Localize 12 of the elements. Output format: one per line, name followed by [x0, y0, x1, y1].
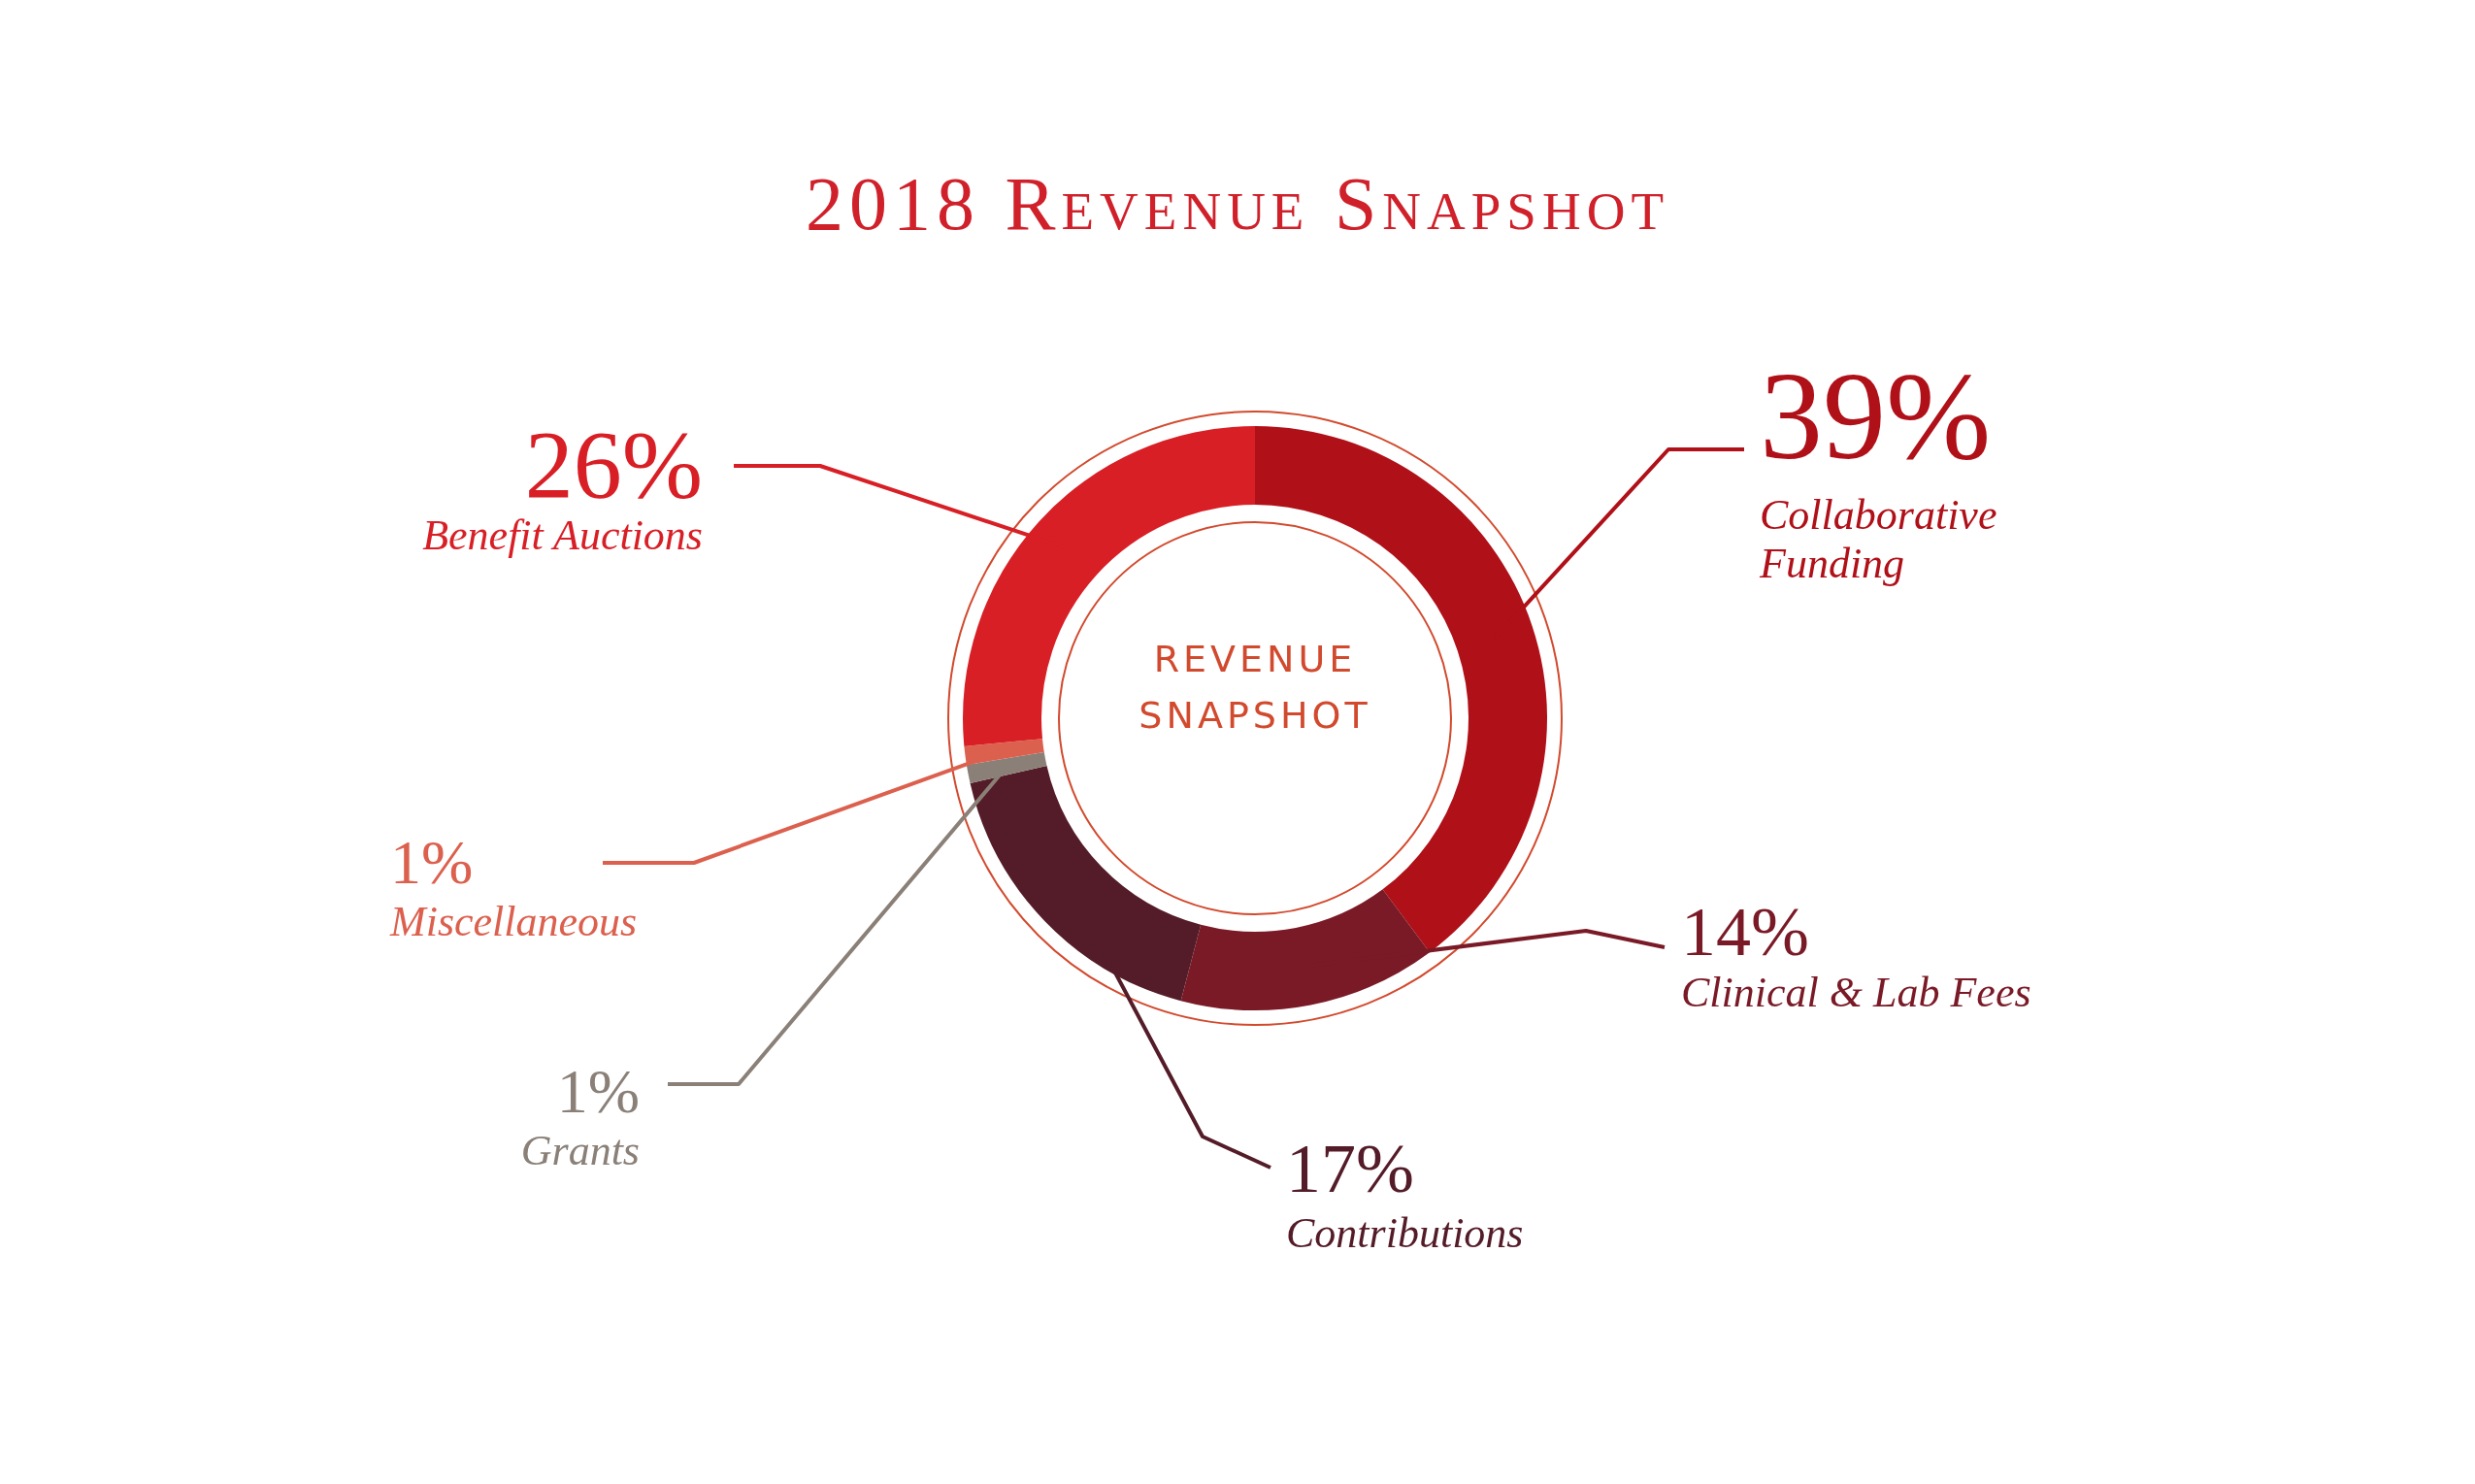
- slice-label: Miscellaneous: [389, 898, 638, 945]
- slice-label: Clinical & Lab Fees: [1681, 969, 2031, 1016]
- text: REVENUE SNAPSHOT: [1138, 637, 1372, 739]
- data-label: 1%: [556, 1057, 640, 1126]
- chart-title: 2018 Revenue Snapshot: [805, 160, 1670, 247]
- data-label: 17%: [1286, 1130, 1414, 1207]
- data-label: 14%: [1681, 893, 1809, 971]
- slice-label: Contributions: [1286, 1209, 1524, 1257]
- slice-label: Collaborative Funding: [1759, 491, 1997, 587]
- data-label: 39%: [1760, 346, 1992, 485]
- data-label: 1%: [390, 828, 474, 897]
- slice-label: Grants: [520, 1127, 640, 1174]
